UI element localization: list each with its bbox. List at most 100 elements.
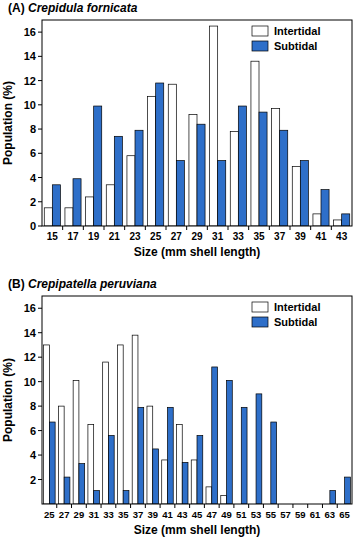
x-tick-label: 27: [171, 231, 183, 242]
bar: [148, 96, 156, 226]
y-tick-label: 10: [24, 376, 36, 388]
bar: [114, 136, 122, 226]
x-tick-label: 37: [133, 509, 144, 520]
x-tick-label: 55: [266, 509, 277, 520]
bar: [259, 112, 267, 226]
x-tick: [278, 504, 279, 508]
bar: [251, 61, 259, 226]
x-tick-label: 19: [88, 231, 100, 242]
x-tick: [124, 226, 125, 230]
y-tick: [38, 406, 42, 407]
x-tick: [62, 226, 63, 230]
title-part: Crepidula fornicata: [28, 1, 138, 15]
x-tick: [186, 226, 187, 230]
x-tick-label: 29: [191, 231, 203, 242]
x-tick-label: 35: [253, 231, 265, 242]
bar: [162, 460, 168, 504]
legend-label: Subtidal: [274, 316, 317, 328]
x-tick-label: 49: [221, 509, 232, 520]
x-tick: [166, 226, 167, 230]
x-tick: [307, 504, 308, 508]
y-tick-label: 12: [24, 351, 36, 363]
x-tick: [145, 226, 146, 230]
x-tick-label: 25: [150, 231, 162, 242]
bar: [135, 130, 143, 226]
bar: [321, 190, 329, 226]
bar: [168, 84, 176, 226]
y-tick-label: 2: [30, 196, 36, 208]
bar: [73, 179, 81, 226]
y-tick-label: 6: [30, 147, 36, 159]
bar: [300, 161, 308, 226]
x-tick: [219, 504, 220, 508]
title-part: (B): [8, 277, 28, 291]
bar: [88, 424, 94, 504]
bar: [342, 214, 350, 226]
y-tick-label: 16: [24, 302, 36, 314]
x-tick-label: 31: [88, 509, 99, 520]
x-tick: [130, 504, 131, 508]
legend-label: Subtidal: [274, 40, 317, 52]
bar: [345, 477, 351, 504]
y-tick-label: 10: [24, 99, 36, 111]
x-tick-label: 39: [295, 231, 307, 242]
x-tick: [115, 504, 116, 508]
bar: [272, 108, 280, 226]
x-tick-label: 25: [44, 509, 55, 520]
x-tick: [310, 226, 311, 230]
x-tick-label: 41: [162, 509, 173, 520]
legend-swatch: [252, 26, 268, 36]
y-tick: [38, 32, 42, 33]
x-tick-label: 17: [67, 231, 79, 242]
bar: [292, 167, 300, 226]
y-tick: [38, 129, 42, 130]
title-part: Crepipatella peruviana: [28, 277, 157, 291]
y-tick: [38, 381, 42, 382]
y-tick-label: 8: [30, 400, 36, 412]
x-tick-label: 51: [236, 509, 247, 520]
bars: [44, 26, 349, 226]
x-tick: [204, 504, 205, 508]
x-tick: [145, 504, 146, 508]
y-tick-label: 4: [30, 449, 37, 461]
bar: [127, 156, 135, 226]
title-part: (A): [8, 1, 28, 15]
x-tick-label: 41: [315, 231, 327, 242]
bar: [227, 380, 233, 504]
x-label: Size (mm shell length): [134, 245, 261, 259]
bar: [86, 197, 94, 226]
x-tick: [101, 504, 102, 508]
x-tick: [160, 504, 161, 508]
x-tick-label: 59: [295, 509, 306, 520]
bar: [108, 435, 114, 504]
bar: [330, 491, 336, 504]
bar: [280, 130, 288, 226]
bar: [241, 407, 247, 504]
y-tick: [38, 80, 42, 81]
legend-label: Intertidal: [274, 25, 320, 37]
bar: [197, 124, 205, 226]
bar: [176, 424, 182, 504]
x-tick-label: 63: [325, 509, 336, 520]
bar: [123, 491, 129, 504]
bar: [64, 477, 70, 504]
x-tick-label: 31: [212, 231, 224, 242]
figure: (A) Crepidula fornicata02468101214161517…: [0, 0, 358, 540]
bar: [256, 394, 262, 504]
x-tick: [71, 504, 72, 508]
x-tick-label: 43: [336, 231, 348, 242]
x-tick: [174, 504, 175, 508]
y-label: Population (%): [1, 358, 15, 442]
bar: [212, 367, 218, 504]
bar: [65, 208, 73, 226]
x-tick-label: 29: [74, 509, 85, 520]
y-tick-label: 4: [30, 172, 37, 184]
bar: [191, 460, 197, 504]
bar: [147, 406, 153, 504]
bar: [138, 407, 144, 504]
x-tick: [83, 226, 84, 230]
bar: [44, 345, 50, 504]
y-tick: [38, 177, 42, 178]
bar: [176, 161, 184, 226]
x-tick: [86, 504, 87, 508]
